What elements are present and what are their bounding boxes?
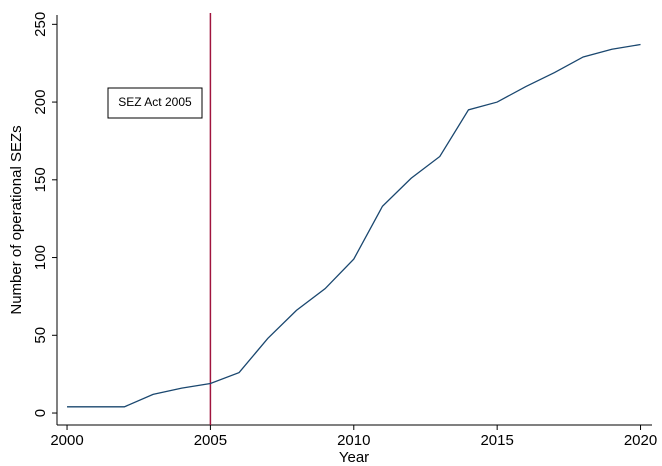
- annotation-box: [107, 87, 203, 119]
- x-axis-title: Year: [339, 449, 369, 466]
- y-tick-label: 100: [32, 245, 49, 270]
- y-tick-label: 150: [32, 167, 49, 192]
- data-line: [67, 43, 641, 408]
- annotation: SEZ Act 2005: [118, 95, 192, 109]
- y-tick-label: 200: [32, 90, 49, 115]
- y-axis-title: Number of operational SEZs: [8, 125, 25, 314]
- x-tick-label: 2010: [337, 432, 370, 449]
- y-tick-label: 50: [32, 327, 49, 344]
- x-tick-label: 2020: [624, 432, 657, 449]
- x-tick-label: 2000: [50, 432, 83, 449]
- x-tick-label: 2005: [194, 432, 227, 449]
- y-tick-label: 0: [32, 409, 49, 417]
- x-tick-label: 2015: [480, 432, 513, 449]
- y-tick-label: 250: [32, 12, 49, 37]
